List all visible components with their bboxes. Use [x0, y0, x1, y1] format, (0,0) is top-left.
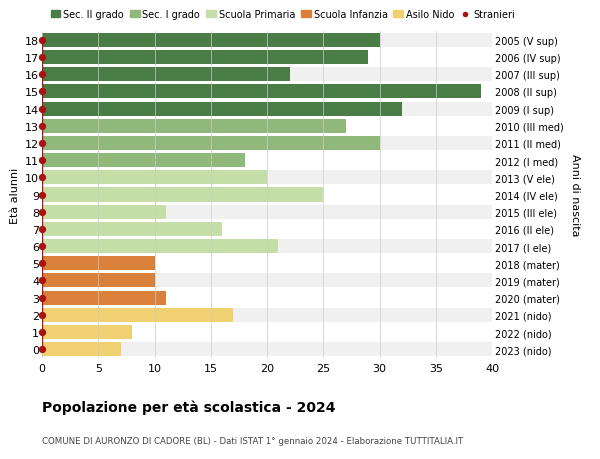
- Bar: [42, 119, 492, 134]
- Bar: [42, 308, 492, 322]
- Bar: [42, 240, 278, 253]
- Y-axis label: Età alunni: Età alunni: [10, 167, 20, 223]
- Bar: [42, 342, 492, 357]
- Bar: [42, 68, 290, 82]
- Point: [37, 191, 47, 199]
- Bar: [42, 205, 166, 219]
- Legend: Sec. II grado, Sec. I grado, Scuola Primaria, Scuola Infanzia, Asilo Nido, Stran: Sec. II grado, Sec. I grado, Scuola Prim…: [47, 6, 518, 24]
- Point: [37, 37, 47, 45]
- Bar: [42, 119, 346, 134]
- Bar: [42, 240, 492, 253]
- Bar: [42, 51, 368, 65]
- Bar: [42, 154, 245, 168]
- Point: [37, 329, 47, 336]
- Y-axis label: Anni di nascita: Anni di nascita: [570, 154, 580, 236]
- Point: [37, 174, 47, 182]
- Point: [37, 346, 47, 353]
- Text: Popolazione per età scolastica - 2024: Popolazione per età scolastica - 2024: [42, 399, 335, 414]
- Point: [37, 226, 47, 233]
- Point: [37, 157, 47, 164]
- Bar: [42, 34, 492, 48]
- Point: [37, 123, 47, 130]
- Bar: [42, 188, 323, 202]
- Bar: [42, 154, 492, 168]
- Point: [37, 71, 47, 78]
- Bar: [42, 222, 492, 236]
- Point: [37, 243, 47, 250]
- Point: [37, 54, 47, 62]
- Bar: [42, 205, 492, 219]
- Point: [37, 106, 47, 113]
- Point: [37, 312, 47, 319]
- Bar: [42, 171, 492, 185]
- Point: [37, 294, 47, 302]
- Bar: [42, 325, 492, 339]
- Point: [37, 260, 47, 267]
- Bar: [42, 85, 492, 99]
- Bar: [42, 274, 155, 288]
- Point: [37, 208, 47, 216]
- Bar: [42, 325, 132, 339]
- Bar: [42, 34, 380, 48]
- Bar: [42, 291, 492, 305]
- Bar: [42, 102, 402, 116]
- Point: [37, 89, 47, 96]
- Point: [37, 140, 47, 147]
- Bar: [42, 68, 492, 82]
- Bar: [42, 342, 121, 357]
- Bar: [42, 137, 380, 151]
- Bar: [42, 257, 155, 271]
- Bar: [42, 51, 492, 65]
- Text: COMUNE DI AURONZO DI CADORE (BL) - Dati ISTAT 1° gennaio 2024 - Elaborazione TUT: COMUNE DI AURONZO DI CADORE (BL) - Dati …: [42, 436, 463, 445]
- Bar: [42, 291, 166, 305]
- Bar: [42, 308, 233, 322]
- Point: [37, 277, 47, 285]
- Bar: [42, 171, 267, 185]
- Bar: [42, 257, 492, 271]
- Bar: [42, 274, 492, 288]
- Bar: [42, 102, 492, 116]
- Bar: [42, 85, 481, 99]
- Bar: [42, 222, 222, 236]
- Bar: [42, 188, 492, 202]
- Bar: [42, 137, 492, 151]
